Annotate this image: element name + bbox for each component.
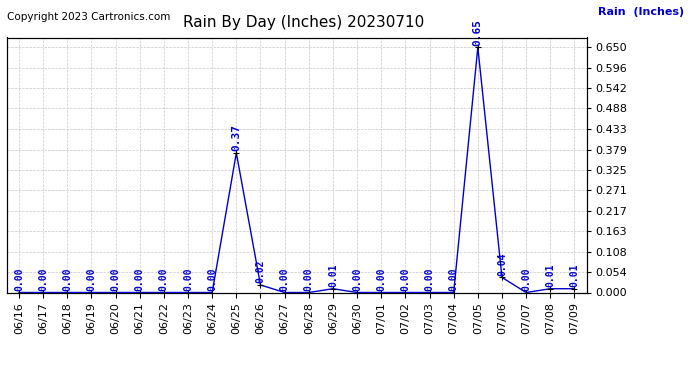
Text: 0.37: 0.37 <box>231 124 241 152</box>
Text: 0.00: 0.00 <box>110 267 121 291</box>
Text: 0.00: 0.00 <box>521 267 531 291</box>
Text: Rain  (Inches): Rain (Inches) <box>598 7 684 17</box>
Text: Copyright 2023 Cartronics.com: Copyright 2023 Cartronics.com <box>7 12 170 22</box>
Text: 0.00: 0.00 <box>376 267 386 291</box>
Text: 0.00: 0.00 <box>38 267 48 291</box>
Text: 0.01: 0.01 <box>328 264 338 287</box>
Text: 0.00: 0.00 <box>424 267 435 291</box>
Text: 0.00: 0.00 <box>62 267 72 291</box>
Text: 0.00: 0.00 <box>207 267 217 291</box>
Text: 0.00: 0.00 <box>159 267 169 291</box>
Text: 0.00: 0.00 <box>400 267 411 291</box>
Text: 0.00: 0.00 <box>448 267 459 291</box>
Text: 0.01: 0.01 <box>545 264 555 287</box>
Text: 0.00: 0.00 <box>279 267 290 291</box>
Text: 0.00: 0.00 <box>352 267 362 291</box>
Text: Rain By Day (Inches) 20230710: Rain By Day (Inches) 20230710 <box>183 15 424 30</box>
Text: 0.00: 0.00 <box>135 267 145 291</box>
Text: 0.65: 0.65 <box>473 19 483 46</box>
Text: 0.00: 0.00 <box>86 267 97 291</box>
Text: 0.00: 0.00 <box>304 267 314 291</box>
Text: 0.00: 0.00 <box>183 267 193 291</box>
Text: 0.02: 0.02 <box>255 260 266 284</box>
Text: 0.04: 0.04 <box>497 252 507 276</box>
Text: 0.01: 0.01 <box>569 264 580 287</box>
Text: 0.00: 0.00 <box>14 267 24 291</box>
